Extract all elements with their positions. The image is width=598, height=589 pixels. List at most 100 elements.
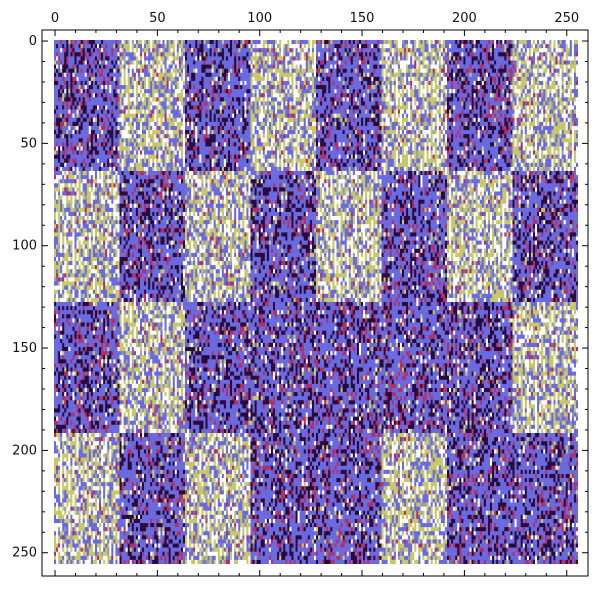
matrix-cell: [363, 60, 366, 65]
matrix-cell: [367, 113, 370, 119]
matrix-cell: [72, 52, 75, 57]
matrix-cell: [316, 64, 319, 69]
matrix-cell: [356, 52, 360, 57]
matrix-cell: [545, 109, 548, 114]
matrix-cell: [199, 101, 202, 106]
matrix-cell: [185, 113, 188, 119]
matrix-cell: [528, 93, 532, 98]
matrix-cell: [371, 85, 374, 90]
matrix-cell: [54, 56, 57, 61]
matrix-cell: [487, 68, 491, 74]
matrix-cell: [416, 60, 419, 65]
matrix-cell: [424, 101, 427, 106]
matrix-cell: [447, 72, 450, 78]
matrix-cell: [408, 64, 411, 69]
matrix-cell: [535, 48, 538, 53]
matrix-cell: [551, 44, 554, 49]
matrix-cell: [457, 60, 460, 65]
matrix-cell: [383, 48, 386, 53]
matrix-cell: [420, 109, 423, 114]
matrix-cell: [152, 80, 155, 86]
matrix-cell: [350, 89, 354, 94]
matrix-cell: [465, 52, 468, 57]
matrix-cell: [385, 105, 388, 110]
matrix-cell: [137, 68, 141, 74]
matrix-cell: [543, 52, 546, 57]
matrix-cell: [213, 44, 217, 49]
matrix-cell: [358, 101, 362, 106]
matrix-cell: [494, 105, 497, 110]
matrix-cell: [250, 113, 253, 119]
matrix-cell: [455, 60, 458, 65]
matrix-cell: [211, 85, 214, 90]
matrix-cell: [535, 89, 538, 94]
matrix-cell: [223, 113, 227, 119]
matrix-cell: [156, 117, 159, 123]
matrix-cell: [252, 60, 255, 65]
matrix-cell: [250, 60, 253, 65]
matrix-cell: [336, 52, 339, 57]
matrix-cell: [303, 97, 307, 102]
matrix-cell: [56, 113, 59, 119]
matrix-cell: [444, 72, 448, 78]
matrix-cell: [340, 76, 343, 82]
matrix-cell: [532, 80, 536, 86]
matrix-cell: [510, 72, 513, 78]
matrix-cell: [227, 52, 231, 57]
matrix-cell: [424, 89, 427, 94]
matrix-cell: [420, 76, 423, 82]
matrix-cell: [451, 48, 454, 53]
matrix-cell: [146, 117, 149, 123]
matrix-cell: [209, 117, 212, 123]
matrix-cell: [199, 40, 202, 45]
matrix-cell: [207, 101, 210, 106]
matrix-cell: [487, 85, 491, 90]
matrix-cell: [428, 80, 431, 86]
matrix-cell: [526, 80, 530, 86]
matrix-cell: [197, 117, 200, 123]
matrix-cell: [164, 64, 167, 69]
matrix-cell: [424, 85, 427, 90]
matrix-cell: [375, 105, 378, 110]
matrix-cell: [66, 117, 69, 123]
matrix-cell: [187, 44, 190, 49]
matrix-cell: [68, 72, 71, 78]
matrix-cell: [154, 117, 157, 123]
matrix-cell: [410, 89, 413, 94]
matrix-cell: [373, 109, 376, 114]
matrix-cell: [166, 52, 169, 57]
matrix-cell: [123, 64, 126, 69]
matrix-cell: [547, 60, 550, 65]
matrix-cell: [230, 52, 233, 57]
matrix-cell: [373, 80, 376, 86]
matrix-cell: [70, 48, 73, 53]
matrix-cell: [68, 56, 71, 61]
matrix-cell: [127, 105, 131, 110]
matrix-cell: [541, 105, 544, 110]
matrix-cell: [219, 97, 223, 102]
matrix-cell: [121, 80, 124, 86]
matrix-cell: [449, 113, 452, 119]
matrix-cell: [379, 105, 382, 110]
matrix-cell: [451, 68, 454, 74]
matrix-cell: [328, 85, 331, 90]
matrix-cell: [553, 101, 556, 106]
matrix-cell: [103, 76, 106, 82]
matrix-cell: [248, 44, 251, 49]
matrix-cell: [473, 60, 476, 65]
matrix-cell: [131, 56, 135, 61]
matrix-cell: [549, 60, 552, 65]
matrix-cell: [279, 76, 282, 82]
matrix-cell: [477, 68, 481, 74]
matrix-cell: [399, 93, 403, 98]
matrix-cell: [322, 101, 325, 106]
matrix-cell: [326, 48, 329, 53]
matrix-cell: [187, 101, 190, 106]
matrix-cell: [532, 101, 536, 106]
matrix-cell: [348, 85, 352, 90]
matrix-cell: [168, 89, 171, 94]
matrix-cell: [328, 101, 331, 106]
matrix-cell: [92, 93, 96, 98]
matrix-cell: [305, 44, 309, 49]
matrix-cell: [475, 48, 479, 53]
